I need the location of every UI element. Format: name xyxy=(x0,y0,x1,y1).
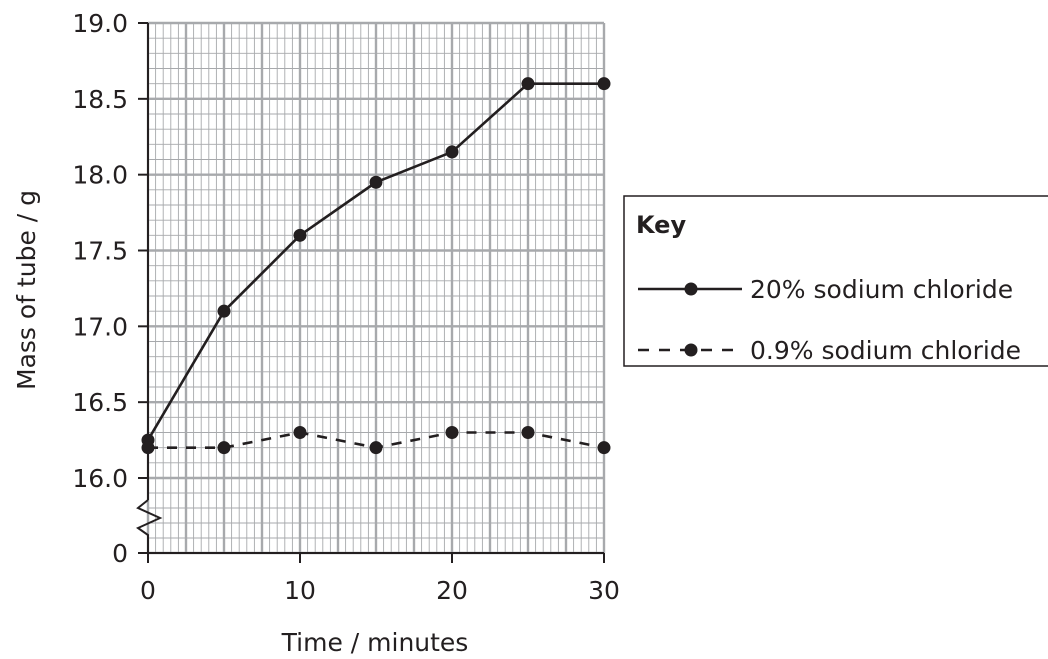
legend-title: Key xyxy=(636,211,686,239)
data-point xyxy=(597,441,611,455)
y-tick-label: 19.0 xyxy=(72,9,128,38)
data-point xyxy=(521,77,535,91)
data-point xyxy=(217,441,231,455)
y-tick-label: 0 xyxy=(112,539,128,568)
y-tick-label: 17.0 xyxy=(72,312,128,341)
legend: Key 20% sodium chloride 0.9% sodium chlor… xyxy=(623,195,1048,367)
x-ticks: 0 10 20 30 xyxy=(140,553,620,605)
legend-label-2: 0.9% sodium chloride xyxy=(750,336,1021,365)
y-tick-label: 16.0 xyxy=(72,464,128,493)
y-ticks: 19.0 18.5 18.0 17.5 17.0 16.5 16.0 0 xyxy=(72,9,148,568)
data-point xyxy=(217,304,231,318)
y-axis-label: Mass of tube / g xyxy=(12,190,41,390)
data-point xyxy=(445,426,459,439)
x-tick-label: 30 xyxy=(588,576,620,605)
legend-marker-2 xyxy=(684,343,698,357)
data-point xyxy=(369,175,383,189)
series xyxy=(141,77,611,455)
data-point xyxy=(141,441,155,455)
y-tick-label: 18.0 xyxy=(72,161,128,190)
axes xyxy=(135,23,604,554)
data-point xyxy=(445,145,459,159)
x-tick-label: 0 xyxy=(140,576,156,605)
legend-label-1: 20% sodium chloride xyxy=(750,275,1013,304)
data-point xyxy=(597,77,611,91)
x-axis-label: Time / minutes xyxy=(281,628,469,657)
data-point xyxy=(293,426,307,439)
y-tick-label: 16.5 xyxy=(72,388,128,417)
y-axis-break xyxy=(135,499,163,553)
data-point xyxy=(369,441,383,455)
legend-items: 20% sodium chloride 0.9% sodium chloride xyxy=(638,275,1021,365)
x-tick-label: 10 xyxy=(284,576,316,605)
x-tick-label: 20 xyxy=(436,576,468,605)
y-tick-label: 18.5 xyxy=(72,85,128,114)
y-tick-label: 17.5 xyxy=(72,237,128,266)
data-point xyxy=(521,426,535,439)
legend-marker-1 xyxy=(684,282,698,296)
legend-box xyxy=(623,195,1048,367)
data-point xyxy=(293,228,307,242)
grid xyxy=(146,21,606,555)
